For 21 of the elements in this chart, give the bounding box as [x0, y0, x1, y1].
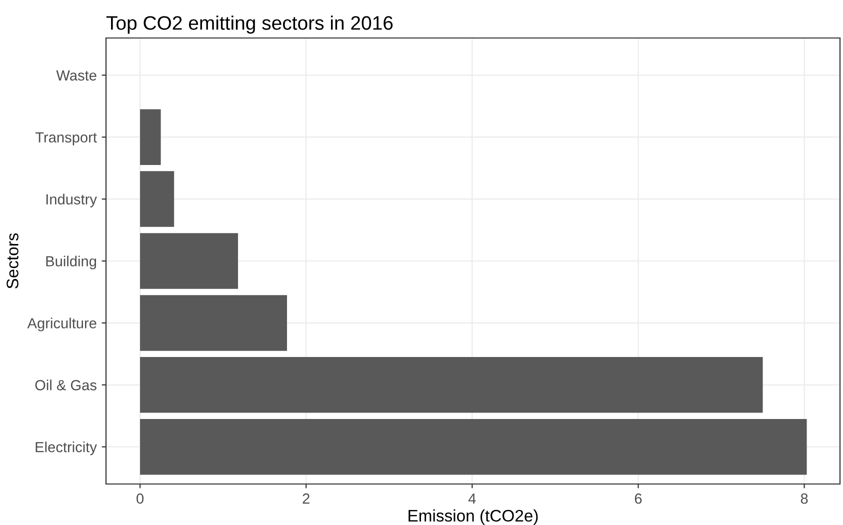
y-axis-title: Sectors — [6, 233, 18, 288]
y-tick-label: Agriculture — [27, 318, 96, 332]
y-tick-label: Electricity — [36, 442, 97, 456]
bar — [140, 233, 238, 289]
y-tick-label: Waste — [56, 70, 96, 81]
bar — [140, 295, 288, 351]
bar — [140, 171, 174, 227]
x-tick-label: 8 — [800, 493, 808, 504]
chart-title: Top CO2 emitting sectors in 2016 — [106, 16, 393, 34]
x-tick-label: 0 — [136, 493, 144, 504]
y-tick-label: Oil & Gas — [35, 380, 96, 390]
bar — [140, 357, 763, 413]
bar — [140, 418, 807, 475]
x-tick-label: 2 — [302, 493, 310, 504]
y-tick-label: Industry — [46, 194, 97, 208]
bar — [140, 109, 161, 165]
x-axis-title: Emission (tCO2e) — [408, 509, 538, 525]
x-tick-label: 6 — [634, 493, 642, 504]
y-tick-label: Transport — [35, 132, 97, 146]
y-tick-label: Building — [46, 256, 96, 270]
x-tick-label: 4 — [468, 494, 476, 504]
